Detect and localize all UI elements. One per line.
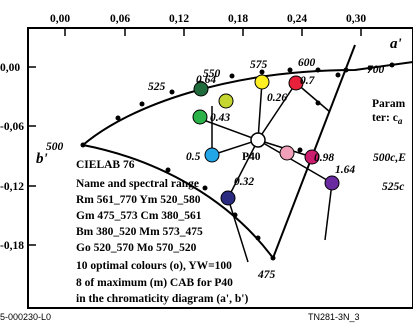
x-tick-label: 0,30	[346, 13, 366, 25]
dark-green-marker	[193, 81, 209, 97]
info-line: CIELAB 76	[76, 159, 135, 171]
x-tick-label: 0,06	[110, 13, 130, 25]
pink-marker	[279, 145, 295, 161]
x-tick-label: 0,18	[228, 13, 248, 25]
footer-right: TN281-3N_3	[308, 312, 360, 322]
value-label: 0.64	[196, 74, 216, 86]
info-line: 10 optimal colours (o), YW=100	[76, 260, 232, 272]
x-tick-marks	[64, 28, 362, 36]
locus-label-500: 500	[46, 141, 64, 153]
locus-label-700: 700	[367, 64, 385, 76]
footer-left: 5-000230-L0	[0, 312, 51, 322]
y-tick-label: -0,06	[0, 121, 24, 133]
locus-label-550: 550	[203, 68, 221, 80]
locus-label-600: 600	[298, 57, 316, 69]
value-label: 0.98	[314, 152, 334, 164]
locus-label-525: 525	[148, 81, 166, 93]
info-line: Go 520_570 Mo 570_520	[76, 242, 197, 254]
parameter-label: Param	[372, 98, 406, 110]
value-label: 1.64	[335, 164, 355, 176]
spectral-locus-lower	[82, 144, 274, 259]
magenta-marker	[304, 149, 320, 165]
white-marker	[250, 132, 266, 148]
value-label: 0.32	[234, 176, 254, 188]
range-label-500: 500c,E	[373, 152, 406, 164]
x-axis-label: a'	[390, 36, 402, 52]
navy-marker	[220, 190, 236, 206]
locus-label-575: 575	[250, 59, 268, 71]
p40-label: P40	[242, 151, 261, 163]
green-marker	[192, 109, 208, 125]
blue-marker	[204, 147, 220, 163]
x-tick-label: 0,24	[287, 13, 307, 25]
y-axis-label: b'	[36, 151, 48, 167]
y-tick-label: -0,12	[0, 181, 24, 193]
info-block: CIELAB 76 Name and spectral range Rm 561…	[76, 159, 248, 305]
y-tick-label: 0,00	[0, 62, 20, 74]
x-tick-label: 0,12	[169, 13, 189, 25]
value-label: 0.26	[267, 92, 287, 104]
red-marker	[288, 75, 304, 91]
value-label: 0.43	[210, 112, 230, 124]
info-line: in the chromaticity diagram (a', b')	[76, 293, 248, 305]
locus-dots	[80, 62, 395, 261]
value-label: 0.7	[300, 75, 316, 87]
range-label-525: 525c	[382, 181, 404, 193]
yellow-green-marker	[218, 93, 234, 109]
info-line: Name and spectral range	[76, 178, 199, 190]
info-line: Gm 475_573 Cm 380_561	[76, 210, 202, 222]
parameter-label: ter: ca	[372, 112, 403, 126]
purple-marker	[324, 175, 340, 191]
info-line: Bm 380_520 Mm 573_475	[76, 226, 203, 238]
y-tick-label: -0,18	[0, 240, 24, 252]
x-tick-label: 0,00	[50, 13, 70, 25]
y-tick-marks	[28, 66, 36, 246]
info-line: Rm 561_770 Ym 520_580	[76, 194, 201, 206]
info-line: 8 of maximum (m) CAB for P40	[76, 277, 233, 289]
yellow-marker	[254, 74, 270, 90]
value-label: 0.5	[186, 151, 201, 163]
locus-label-475: 475	[257, 269, 276, 281]
plot-frame	[27, 27, 413, 309]
